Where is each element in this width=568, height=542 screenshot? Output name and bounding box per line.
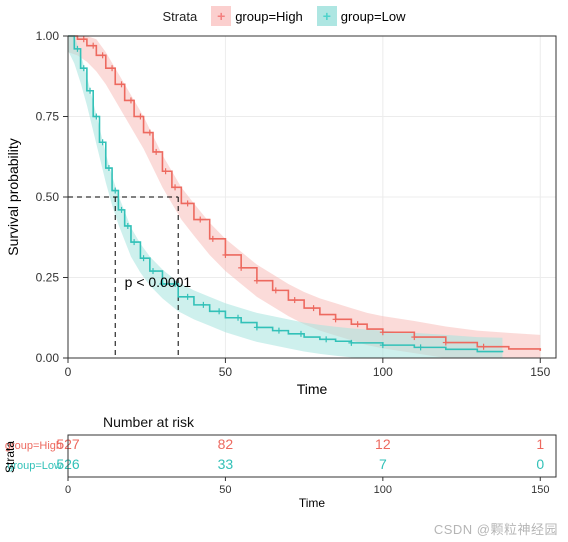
svg-text:12: 12 (375, 436, 391, 452)
legend-item-low: + group=Low (317, 6, 406, 26)
svg-text:Survival probability: Survival probability (5, 138, 21, 256)
survival-plot: 0 50 100 150 0.00 0.25 0.50 0.75 1.00 Time Surviva… (0, 26, 568, 406)
svg-text:Strata: Strata (3, 441, 17, 473)
watermark: CSDN @颗粒神经园 (434, 519, 558, 538)
legend-box-high: + (211, 6, 231, 26)
svg-text:Time: Time (297, 381, 328, 397)
svg-text:100: 100 (374, 484, 392, 496)
legend-box-low: + (317, 6, 337, 26)
legend-label-high: group=High (235, 9, 303, 24)
svg-text:0.00: 0.00 (36, 351, 60, 365)
svg-text:0.25: 0.25 (36, 271, 60, 285)
svg-text:0.75: 0.75 (36, 110, 60, 124)
svg-text:0: 0 (65, 484, 71, 496)
svg-text:p < 0.0001: p < 0.0001 (125, 274, 192, 290)
legend: Strata + group=High + group=Low (0, 0, 568, 26)
svg-text:0: 0 (65, 365, 72, 379)
svg-text:Time: Time (299, 496, 326, 510)
svg-text:0: 0 (536, 456, 544, 472)
legend-title: Strata (163, 9, 198, 24)
svg-text:150: 150 (531, 484, 549, 496)
legend-label-low: group=Low (341, 9, 406, 24)
svg-text:33: 33 (218, 456, 234, 472)
legend-item-high: + group=High (211, 6, 303, 26)
risk-table: Number at riskgroup=High52782121group=Lo… (0, 411, 568, 531)
svg-text:150: 150 (530, 365, 550, 379)
svg-text:1.00: 1.00 (36, 29, 60, 43)
svg-text:Number at risk: Number at risk (103, 414, 195, 430)
svg-text:100: 100 (373, 365, 393, 379)
svg-text:82: 82 (218, 436, 234, 452)
svg-text:7: 7 (379, 456, 387, 472)
svg-text:0.50: 0.50 (36, 190, 60, 204)
svg-text:1: 1 (536, 436, 544, 452)
svg-text:50: 50 (219, 365, 233, 379)
svg-text:50: 50 (219, 484, 231, 496)
